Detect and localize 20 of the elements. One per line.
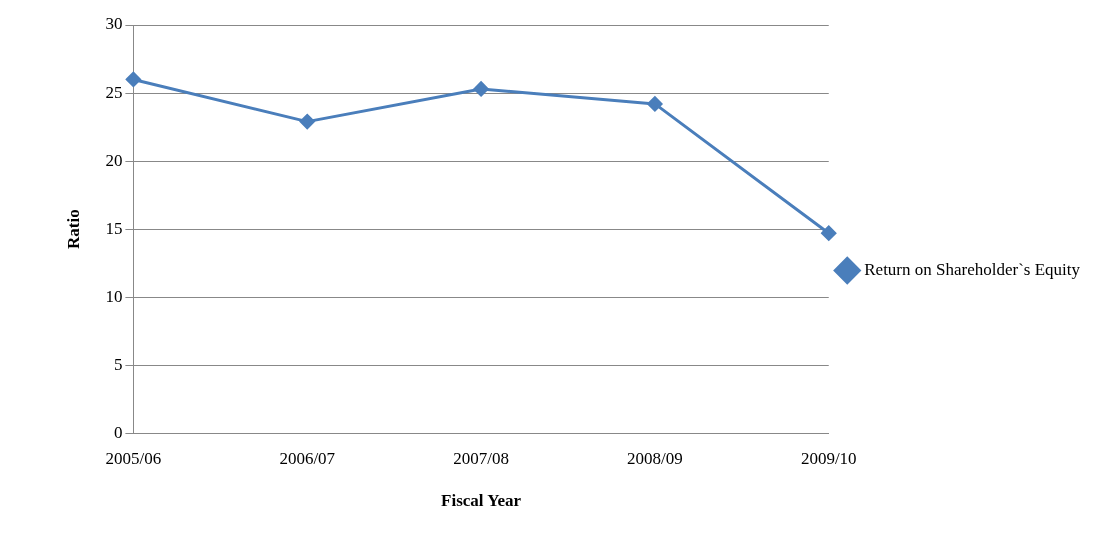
legend-label: Return on Shareholder`s Equity xyxy=(864,259,1081,279)
x-tick-label: 2005/06 xyxy=(105,448,162,468)
x-axis-title: Fiscal Year xyxy=(441,491,522,511)
y-tick-label: 10 xyxy=(105,286,123,306)
x-tick-label: 2008/09 xyxy=(627,448,683,468)
y-tick-label: 20 xyxy=(105,150,123,170)
point xyxy=(821,225,837,241)
x-tick-label: 2009/10 xyxy=(800,448,857,468)
point xyxy=(647,96,663,112)
y-tick-label: 30 xyxy=(105,14,123,34)
point xyxy=(473,81,489,97)
y-axis-title: Ratio xyxy=(63,209,83,249)
x-tick-label: 2007/08 xyxy=(453,448,509,468)
y-tick-label: 15 xyxy=(105,218,123,238)
y-tick-label: 25 xyxy=(105,82,123,102)
point xyxy=(125,71,141,87)
y-tick-label: 0 xyxy=(113,422,123,442)
x-tick-label: 2006/07 xyxy=(279,448,336,468)
y-tick-label: 5 xyxy=(113,354,123,374)
point xyxy=(299,114,315,130)
